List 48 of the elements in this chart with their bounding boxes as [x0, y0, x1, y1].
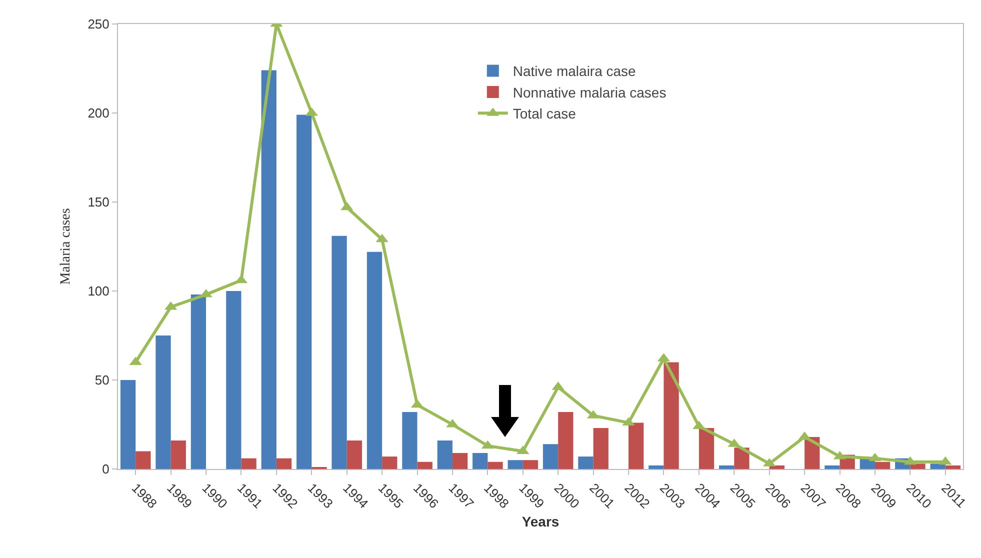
bar [945, 465, 961, 469]
bar [508, 460, 523, 469]
bar [719, 465, 734, 469]
bar [382, 456, 398, 469]
legend-label: Nonnative malaria cases [512, 84, 666, 100]
bar [190, 294, 206, 469]
bar [241, 458, 256, 469]
bar [628, 422, 644, 469]
bar [170, 440, 186, 469]
bar [664, 362, 679, 469]
bar [578, 456, 594, 469]
y-tick-label: 150 [88, 194, 110, 210]
x-axis-title: Years [522, 514, 560, 530]
y-tick-label: 50 [94, 372, 110, 388]
bar [136, 451, 151, 469]
bar [874, 462, 890, 469]
bar [734, 448, 750, 469]
bar [296, 114, 312, 469]
bar [558, 412, 574, 469]
y-tick-label: 0 [102, 462, 110, 477]
bar [366, 252, 382, 469]
bar [488, 462, 503, 469]
bar [542, 444, 558, 469]
bar [120, 380, 136, 469]
y-axis-title: Malaria cases [58, 208, 74, 285]
bar [452, 452, 468, 469]
bar [472, 452, 488, 469]
bar [156, 336, 171, 469]
bar [648, 465, 664, 469]
bar [824, 465, 840, 469]
bar [522, 460, 538, 469]
bar [417, 462, 432, 469]
bar [910, 464, 926, 469]
bar [332, 236, 347, 469]
bar [346, 440, 362, 469]
y-tick-label: 200 [88, 106, 110, 121]
bar [276, 458, 292, 469]
bar [593, 428, 608, 469]
bar [261, 70, 276, 469]
y-tick-label: 250 [88, 16, 110, 32]
bar [226, 291, 242, 469]
bar [930, 464, 946, 469]
bar [698, 428, 714, 469]
y-tick-label: 100 [88, 284, 110, 299]
bar [402, 412, 418, 469]
bar [437, 440, 452, 469]
legend-label: Total case [512, 106, 576, 122]
legend-label: Native malaira case [512, 63, 636, 80]
